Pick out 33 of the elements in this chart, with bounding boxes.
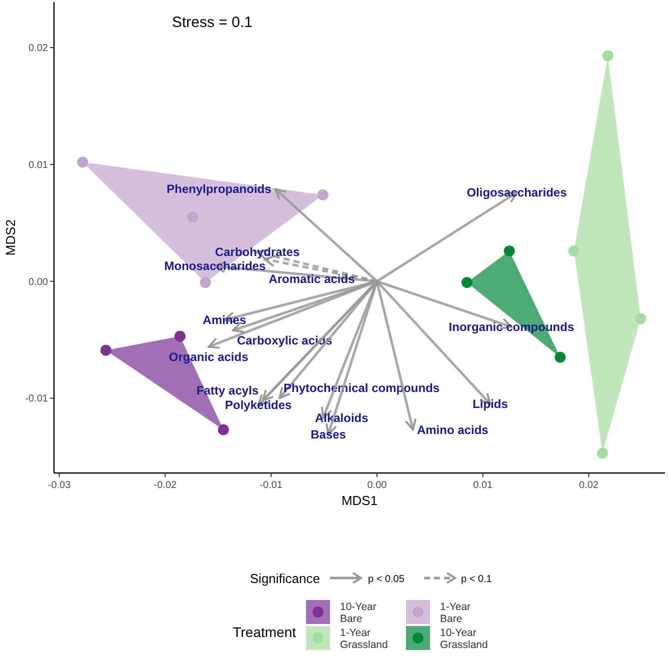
legend-label: 1-Year Grassland (340, 627, 388, 651)
y-tick-label: -0.01 (25, 394, 48, 405)
text: p < 0.1 (461, 574, 492, 585)
series-label: Bases (310, 427, 346, 442)
series-label: Phytochemical compounds (284, 381, 440, 396)
x-tick-label: 0.00 (367, 480, 388, 491)
legend-label: 10-Year Bare (340, 601, 377, 625)
legend-title: Treatment (232, 624, 296, 640)
text: p < 0.05 (368, 574, 405, 585)
series-label: Monosaccharides (164, 259, 266, 274)
x-tick-label: -0.01 (260, 480, 283, 491)
series-label: Phenylpropanoids (166, 182, 272, 196)
annotation: Stress = 0.1 (172, 14, 252, 31)
y-tick-label: 0.02 (28, 43, 48, 54)
y-tick-label: 0.00 (28, 276, 48, 288)
legend-label: 1-Year Bare (440, 601, 472, 625)
text: Significance (250, 571, 320, 586)
series-label: Aromatic acids (268, 272, 356, 286)
series-label: Carbohydrates (214, 245, 300, 260)
series-label: Alkaloids (314, 411, 369, 426)
x-tick-label: -0.02 (154, 480, 178, 491)
x-tick-label: -0.03 (48, 480, 72, 491)
series-label: Polyketides (225, 398, 292, 412)
y-axis-title: MDS2 (3, 219, 18, 256)
y-tick-label: 0.01 (28, 160, 48, 171)
series-label: Amino acids (416, 422, 489, 437)
legend-label: 10-Year Grassland (440, 627, 488, 651)
series-label: Oligosaccharides (466, 186, 568, 200)
x-tick-label: 0.02 (579, 480, 599, 491)
series-label: Amines (202, 312, 246, 327)
x-tick-label: 0.01 (473, 480, 494, 491)
series-label: Lipids (472, 397, 508, 412)
x-axis-title: MDS1 (341, 493, 378, 508)
